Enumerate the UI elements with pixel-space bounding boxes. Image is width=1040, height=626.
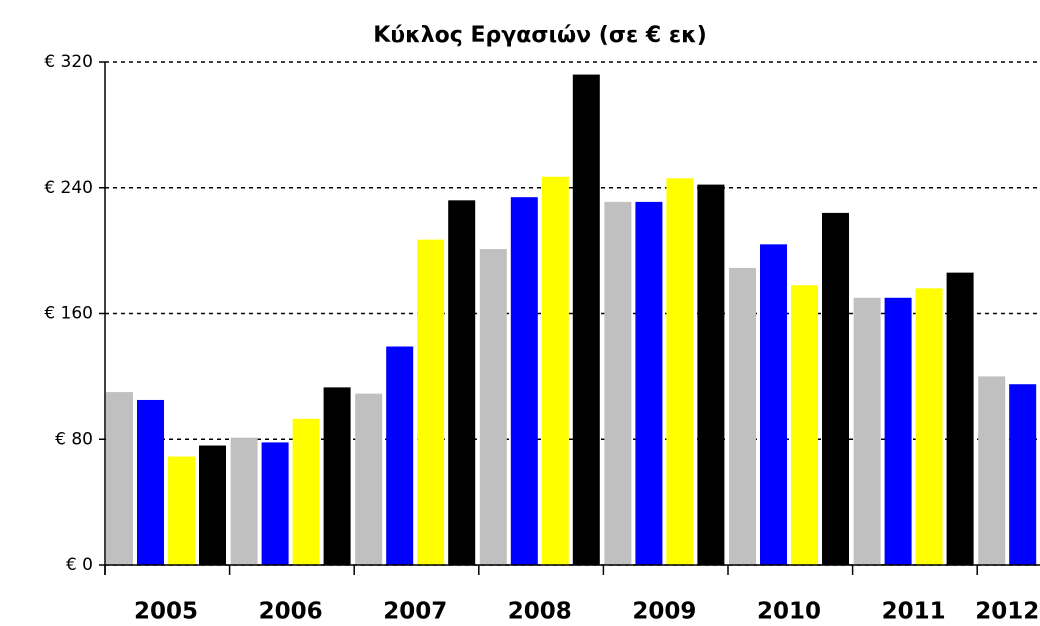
bar — [510, 197, 538, 565]
bar — [137, 399, 164, 565]
bar — [541, 176, 569, 565]
x-tick-label: 2007 — [383, 599, 447, 625]
bar — [417, 239, 445, 565]
y-tick-label: € 240 — [44, 178, 93, 198]
bar — [635, 201, 663, 565]
x-tick-label: 2010 — [757, 599, 821, 625]
y-tick-label: € 160 — [44, 304, 93, 324]
bar — [448, 200, 476, 565]
bar — [697, 184, 725, 565]
bar — [791, 285, 818, 565]
bar — [230, 437, 258, 565]
bar — [729, 267, 756, 565]
y-tick-label: € 80 — [55, 429, 93, 449]
bar — [199, 445, 226, 565]
bar — [666, 178, 694, 565]
x-tick-label: 2011 — [882, 599, 946, 625]
bar — [479, 249, 507, 565]
y-tick-label: € 0 — [66, 555, 93, 575]
bar — [323, 387, 351, 565]
bar — [915, 288, 943, 565]
bar — [168, 456, 195, 565]
bar — [292, 418, 320, 565]
x-tick-label: 2012 — [975, 599, 1039, 625]
bar — [946, 272, 974, 565]
bar — [978, 376, 1006, 565]
y-tick-label: € 320 — [44, 52, 93, 72]
bar — [572, 74, 600, 565]
x-tick-label: 2005 — [134, 599, 198, 625]
x-tick-label: 2008 — [508, 599, 572, 625]
bar — [106, 392, 133, 565]
bar — [822, 212, 849, 565]
x-tick-label: 2006 — [259, 599, 323, 625]
bar — [1009, 384, 1037, 565]
bar — [355, 393, 383, 565]
bar — [853, 297, 881, 565]
bar — [760, 244, 787, 565]
bar — [386, 346, 414, 565]
bar — [261, 442, 289, 565]
x-tick-label: 2009 — [632, 599, 696, 625]
chart-title: Κύκλος Εργασιών (σε € εκ) — [373, 23, 707, 48]
bar — [604, 201, 632, 565]
bar — [884, 297, 912, 565]
